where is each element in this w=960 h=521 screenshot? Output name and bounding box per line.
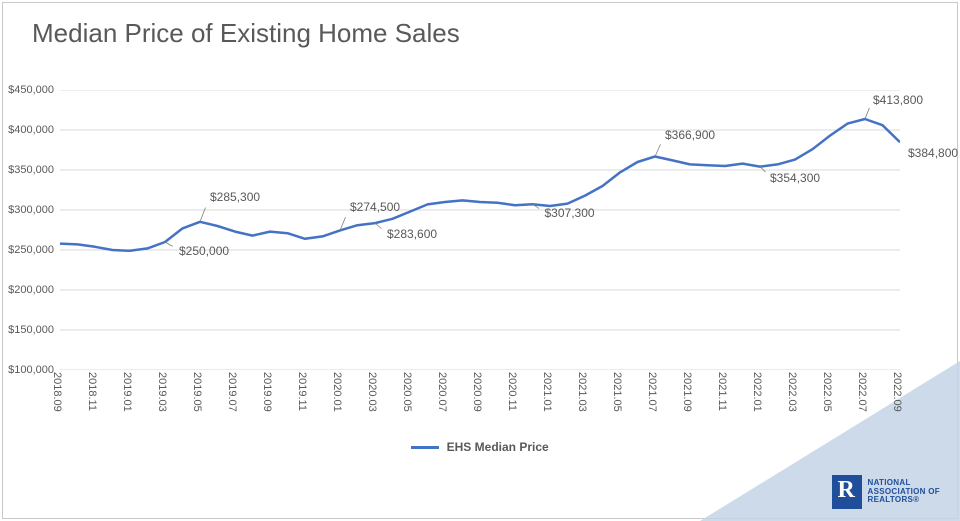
x-axis-tick-label: 2022.09 bbox=[891, 372, 903, 412]
x-axis-tick-label: 2018.11 bbox=[86, 372, 98, 411]
data-callout-label: $413,800 bbox=[873, 93, 923, 107]
x-axis-tick-label: 2019.03 bbox=[156, 372, 168, 412]
x-axis-tick-label: 2020.07 bbox=[436, 372, 448, 412]
x-axis-tick-label: 2022.07 bbox=[856, 372, 868, 412]
line-chart bbox=[60, 90, 900, 370]
x-axis-tick-label: 2019.07 bbox=[226, 372, 238, 412]
x-axis-tick-label: 2018.09 bbox=[51, 372, 63, 412]
x-axis-tick-label: 2021.09 bbox=[681, 372, 693, 412]
y-axis-tick-label: $150,000 bbox=[8, 324, 54, 336]
y-axis-tick-label: $400,000 bbox=[8, 124, 54, 136]
legend-label: EHS Median Price bbox=[447, 440, 549, 454]
nar-logo-text: NATIONAL ASSOCIATION OF REALTORS® bbox=[868, 479, 941, 505]
x-axis-tick-label: 2022.05 bbox=[821, 372, 833, 412]
y-axis-tick-label: $450,000 bbox=[8, 84, 54, 96]
x-axis-tick-label: 2019.11 bbox=[296, 372, 308, 411]
x-axis-tick-label: 2021.05 bbox=[611, 372, 623, 412]
nar-logo: NATIONAL ASSOCIATION OF REALTORS® bbox=[832, 475, 941, 509]
x-axis-labels: 2018.092018.112019.012019.032019.052019.… bbox=[60, 372, 900, 432]
data-callout-label: $384,800 bbox=[908, 146, 958, 160]
y-axis-tick-label: $250,000 bbox=[8, 244, 54, 256]
x-axis-tick-label: 2022.03 bbox=[786, 372, 798, 412]
logo-line-3: REALTORS® bbox=[868, 496, 941, 505]
data-callout-label: $250,000 bbox=[179, 244, 229, 258]
chart-title: Median Price of Existing Home Sales bbox=[32, 18, 460, 49]
x-axis-tick-label: 2022.01 bbox=[751, 372, 763, 412]
y-axis-labels: $100,000$150,000$200,000$250,000$300,000… bbox=[0, 90, 58, 370]
x-axis-tick-label: 2019.01 bbox=[121, 372, 133, 412]
data-callout-label: $366,900 bbox=[665, 128, 715, 142]
data-callout-label: $354,300 bbox=[770, 171, 820, 185]
x-axis-tick-label: 2020.05 bbox=[401, 372, 413, 412]
legend-line-swatch bbox=[411, 446, 439, 449]
x-axis-tick-label: 2019.05 bbox=[191, 372, 203, 412]
data-callout-label: $274,500 bbox=[350, 200, 400, 214]
y-axis-tick-label: $350,000 bbox=[8, 164, 54, 176]
x-axis-tick-label: 2020.09 bbox=[471, 372, 483, 412]
data-callout-label: $283,600 bbox=[387, 227, 437, 241]
y-axis-tick-label: $200,000 bbox=[8, 284, 54, 296]
x-axis-tick-label: 2021.03 bbox=[576, 372, 588, 412]
y-axis-tick-label: $100,000 bbox=[8, 364, 54, 376]
x-axis-tick-label: 2019.09 bbox=[261, 372, 273, 412]
legend: EHS Median Price bbox=[0, 440, 960, 454]
x-axis-tick-label: 2020.01 bbox=[331, 372, 343, 412]
x-axis-tick-label: 2020.11 bbox=[506, 372, 518, 411]
data-callout-label: $285,300 bbox=[210, 190, 260, 204]
x-axis-tick-label: 2021.07 bbox=[646, 372, 658, 412]
data-callout-label: $307,300 bbox=[545, 206, 595, 220]
x-axis-tick-label: 2021.11 bbox=[716, 372, 728, 411]
nar-logo-mark bbox=[832, 475, 862, 509]
x-axis-tick-label: 2021.01 bbox=[541, 372, 553, 412]
y-axis-tick-label: $300,000 bbox=[8, 204, 54, 216]
x-axis-tick-label: 2020.03 bbox=[366, 372, 378, 412]
